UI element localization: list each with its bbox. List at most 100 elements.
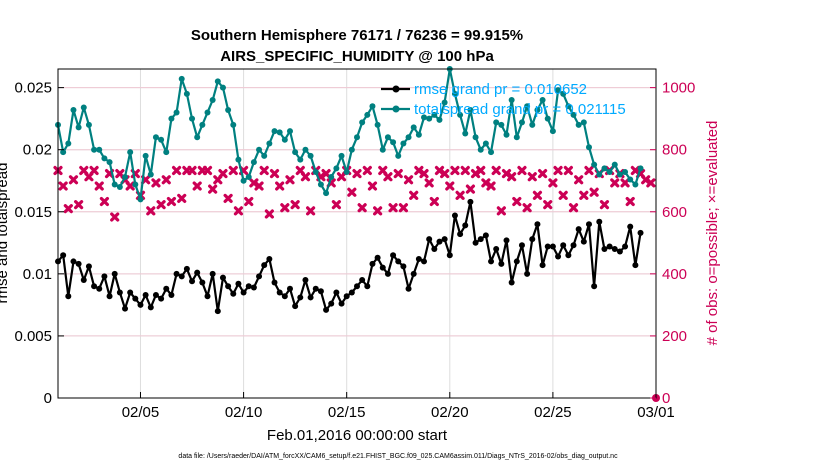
- obs-evaluated-marker: [440, 168, 450, 179]
- obs-evaluated-marker: [151, 178, 161, 188]
- totalspread-point: [580, 119, 587, 126]
- obs-evaluated-marker: [58, 181, 68, 191]
- left-y-tick-label: 0.015: [14, 204, 52, 221]
- totalspread-point: [91, 146, 98, 153]
- rmse-point: [467, 198, 474, 205]
- totalspread-point: [101, 155, 108, 162]
- rmse-point: [65, 293, 72, 300]
- obs-evaluated-marker: [373, 206, 383, 216]
- obs-evaluated-marker: [223, 193, 233, 204]
- totalspread-point: [261, 152, 268, 159]
- rmse-point: [529, 236, 536, 243]
- rmse-point: [493, 246, 500, 253]
- totalspread-point: [307, 152, 314, 159]
- rmse-point: [477, 236, 484, 243]
- rmse-point: [390, 252, 397, 259]
- chart-title-line-1: Southern Hemisphere 76171 / 76236 = 99.9…: [191, 27, 523, 44]
- obs-evaluated-marker: [563, 165, 573, 176]
- obs-evaluated-marker: [352, 168, 362, 179]
- right-y-tick-label: 800: [662, 142, 687, 159]
- totalspread-point: [173, 109, 180, 116]
- rmse-point: [395, 258, 402, 265]
- totalspread-point: [323, 190, 330, 197]
- obs-evaluated-marker: [99, 196, 109, 207]
- rmse-point: [101, 273, 108, 280]
- obs-evaluated-marker: [383, 172, 393, 182]
- rmse-point: [472, 239, 479, 246]
- obs-evaluated-marker: [177, 193, 187, 204]
- totalspread-point: [467, 106, 474, 113]
- rmse-point: [127, 289, 134, 296]
- plot-frame: [57, 68, 657, 399]
- rmse-point: [384, 270, 391, 277]
- totalspread-point: [591, 161, 598, 168]
- totalspread-point: [142, 152, 149, 159]
- rmse-point: [209, 270, 216, 277]
- data-file-footer: data file: /Users/raeder/DAI/ATM_forcXX/…: [178, 453, 618, 460]
- totalspread-point: [302, 146, 309, 153]
- rmse-point: [250, 284, 257, 291]
- rmse-point: [503, 237, 510, 244]
- rmse-point: [312, 285, 319, 292]
- rmse-point: [292, 303, 299, 310]
- obs-evaluated-marker: [625, 196, 635, 207]
- totalspread-point: [472, 134, 479, 141]
- totalspread-point: [168, 115, 175, 122]
- obs-evaluated-marker: [89, 165, 99, 176]
- totalspread-point: [570, 111, 577, 118]
- totalspread-point: [596, 171, 603, 178]
- rmse-point: [106, 293, 113, 300]
- right-y-tick-label: 600: [662, 204, 687, 221]
- totalspread-point: [132, 181, 139, 188]
- obs-evaluated-marker: [244, 196, 254, 207]
- totalspread-point: [75, 124, 82, 131]
- rmse-point: [173, 270, 180, 277]
- rmse-point: [601, 246, 608, 253]
- obs-evaluated-marker: [527, 172, 537, 182]
- obs-evaluated-marker: [486, 181, 496, 191]
- totalspread-point: [354, 134, 360, 141]
- left-y-tick-label: 0.005: [14, 328, 52, 345]
- totalspread-point: [508, 97, 515, 104]
- rmse-point: [297, 294, 304, 301]
- totalspread-point: [379, 146, 386, 153]
- totalspread-point: [400, 140, 407, 147]
- left-y-tick-label: 0.01: [23, 266, 52, 283]
- totalspread-point: [565, 103, 572, 110]
- totalspread-point: [421, 114, 428, 121]
- rmse-point: [549, 243, 556, 250]
- totalspread-point: [328, 174, 335, 181]
- rmse-point: [256, 273, 263, 280]
- obs-evaluated-marker: [208, 184, 218, 194]
- rmse-point: [606, 243, 613, 250]
- rmse-point: [137, 301, 144, 308]
- totalspread-point: [498, 121, 505, 128]
- totalspread-point: [235, 156, 242, 163]
- totalspread-point: [462, 130, 469, 137]
- totalspread-point: [225, 106, 232, 113]
- obs-evaluated-marker: [125, 181, 135, 191]
- rmse-point: [426, 236, 433, 243]
- totalspread-point: [276, 129, 283, 136]
- obs-evaluated-marker: [450, 165, 460, 176]
- x-tick-label: 02/15: [328, 404, 366, 421]
- obs-evaluated-marker: [646, 178, 656, 188]
- totalspread-point: [637, 165, 644, 172]
- obs-evaluated-marker: [74, 200, 84, 210]
- totalspread-point: [199, 121, 206, 128]
- rmse-point: [400, 263, 407, 270]
- totalspread-point: [122, 174, 129, 181]
- obs-evaluated-marker: [568, 203, 579, 213]
- obs-evaluated-marker: [233, 206, 244, 216]
- totalspread-point: [524, 103, 531, 110]
- rmse-point: [122, 305, 129, 312]
- totalspread-point: [312, 169, 319, 176]
- obs-evaluated-marker: [280, 203, 290, 213]
- obs-evaluated-marker: [599, 200, 610, 210]
- totalspread-point: [348, 146, 355, 153]
- obs-evaluated-marker: [187, 165, 197, 176]
- obs-evaluated-marker: [398, 203, 408, 213]
- obs-evaluated-marker: [156, 200, 166, 210]
- totalspread-point: [395, 152, 402, 159]
